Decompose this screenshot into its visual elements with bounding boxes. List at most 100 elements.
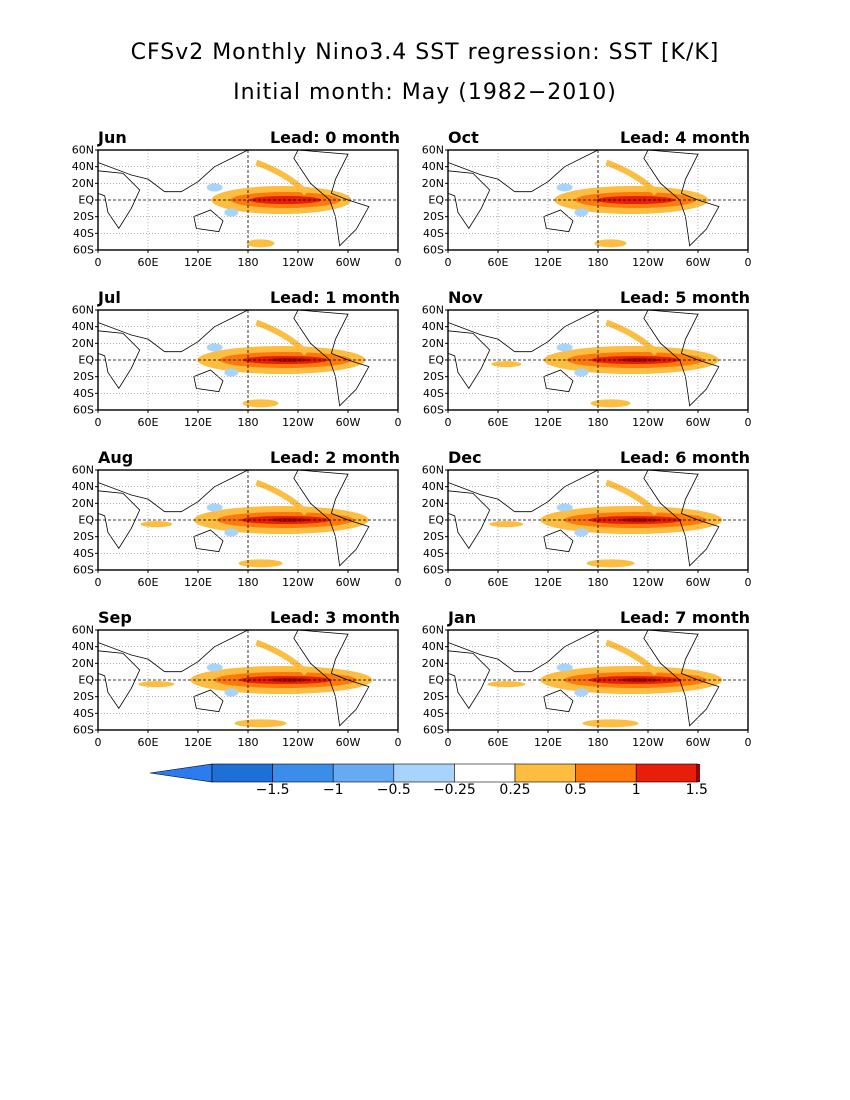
colorbar-tick-label: −0.5 [376, 782, 411, 798]
lat-tick-label: 40S [73, 227, 94, 240]
lon-tick-label: 0 [395, 576, 402, 589]
map-panel-jan: Jan Lead: 7 month 60N 40N 20N EQ 20S 40S 60S 0 60E… [422, 608, 768, 749]
lon-tick-label: 120W [632, 416, 664, 429]
lon-tick-label: 0 [445, 736, 452, 749]
colorbar-tick-label: 0.5 [564, 782, 587, 798]
lon-tick-label: 0 [745, 576, 752, 589]
colorbar-swatch [454, 763, 516, 783]
lon-tick-label: 0 [395, 736, 402, 749]
lon-tick-label: 120E [184, 416, 212, 429]
colorbar-low-arrow [150, 763, 213, 783]
colorbar-swatch [514, 763, 576, 783]
lon-tick-label: 60W [336, 256, 361, 269]
lat-tick-label: EQ [428, 674, 444, 687]
lat-tick-label: 20S [73, 690, 94, 703]
lat-tick-label: 40S [423, 707, 444, 720]
lat-tick-label: 40S [73, 707, 94, 720]
lat-tick-label: 40N [72, 160, 94, 173]
lon-tick-label: 120W [632, 256, 664, 269]
colorbar-swatch [211, 763, 273, 783]
chart-title-line-1: CFSv2 Monthly Nino3.4 SST regression: SS… [130, 40, 720, 65]
lat-tick-label: 20S [423, 690, 444, 703]
panel-lead-label: Lead: 3 month [269, 608, 400, 627]
lon-tick-label: 120E [534, 576, 562, 589]
lon-tick-label: 0 [395, 256, 402, 269]
panel-month-label: Jul [98, 288, 121, 307]
colorbar-tick-label: 1 [631, 782, 641, 798]
lon-tick-label: 120E [534, 256, 562, 269]
panel-month-label: Dec [448, 448, 482, 467]
lat-tick-label: 60N [422, 304, 444, 317]
map-panel-dec: Dec Lead: 6 month 60N 40N 20N EQ 20S 40S 60S 0 60E… [422, 448, 768, 589]
lon-tick-label: 60W [686, 576, 711, 589]
lat-tick-label: 60N [72, 304, 94, 317]
lat-tick-label: 60S [423, 244, 444, 257]
lon-tick-label: 0 [745, 736, 752, 749]
lon-tick-label: 0 [95, 736, 102, 749]
lat-tick-label: 20N [72, 657, 94, 670]
panel-month-label: Jan [448, 608, 477, 627]
lon-tick-label: 120E [184, 256, 212, 269]
lat-tick-label: 40N [422, 160, 444, 173]
lat-tick-label: 60N [72, 144, 94, 157]
lon-tick-label: 0 [395, 416, 402, 429]
lat-tick-label: 40S [73, 387, 94, 400]
lon-tick-label: 180 [588, 736, 609, 749]
colorbar-tick-label: −0.25 [432, 782, 476, 798]
colorbar-high-arrow [696, 763, 700, 783]
lat-tick-label: 20N [72, 177, 94, 190]
lat-tick-label: 60S [73, 244, 94, 257]
lon-tick-label: 180 [238, 416, 259, 429]
panel-month-label: Jun [98, 128, 127, 147]
lon-tick-label: 0 [95, 256, 102, 269]
panel-lead-label: Lead: 6 month [619, 448, 750, 467]
colorbar-tick-label: −1.5 [255, 782, 290, 798]
chart-title-line-2: Initial month: May (1982−2010) [233, 80, 617, 105]
lon-tick-label: 0 [445, 576, 452, 589]
lat-tick-label: EQ [78, 674, 94, 687]
map-panel-nov: Nov Lead: 5 month 60N 40N 20N EQ 20S 40S 60S 0 60E… [422, 288, 768, 429]
lon-tick-label: 120E [534, 416, 562, 429]
panel-month-label: Aug [98, 448, 134, 467]
lat-tick-label: EQ [428, 514, 444, 527]
lat-tick-label: 20N [422, 657, 444, 670]
lat-tick-label: 40N [72, 640, 94, 653]
lon-tick-label: 0 [95, 576, 102, 589]
lat-tick-label: 20N [422, 497, 444, 510]
map-panel-oct: Oct Lead: 4 month 60N 40N 20N EQ 20S 40S 60S 0 60E… [422, 128, 768, 269]
lat-tick-label: 40N [422, 320, 444, 333]
panel-month-label: Nov [448, 288, 483, 307]
lon-tick-label: 60W [336, 736, 361, 749]
colorbar [150, 763, 700, 783]
lon-tick-label: 120E [184, 576, 212, 589]
lat-tick-label: 20S [73, 370, 94, 383]
panel-lead-label: Lead: 4 month [619, 128, 750, 147]
lat-tick-label: EQ [428, 194, 444, 207]
lon-tick-label: 0 [95, 416, 102, 429]
lon-tick-label: 180 [238, 256, 259, 269]
lat-tick-label: EQ [78, 194, 94, 207]
panel-lead-label: Lead: 0 month [269, 128, 400, 147]
lat-tick-label: 20S [73, 530, 94, 543]
lat-tick-label: 20S [423, 210, 444, 223]
colorbar-tick-label: 1.5 [685, 782, 708, 798]
lon-tick-label: 120W [632, 576, 664, 589]
lat-tick-label: 20N [422, 177, 444, 190]
colorbar-tick-label: 0.25 [499, 782, 531, 798]
panel-lead-label: Lead: 1 month [269, 288, 400, 307]
lat-tick-label: 60S [423, 564, 444, 577]
lon-tick-label: 60E [488, 736, 509, 749]
lon-tick-label: 60E [488, 256, 509, 269]
lon-tick-label: 60W [686, 256, 711, 269]
map-panel-jul: Jul Lead: 1 month 60N 40N 20N EQ 20S 40S 60S 0 60E… [72, 288, 418, 429]
lat-tick-label: 60N [422, 464, 444, 477]
lat-tick-label: 40N [72, 320, 94, 333]
lon-tick-label: 120W [282, 256, 314, 269]
lat-tick-label: EQ [78, 354, 94, 367]
lat-tick-label: 60S [73, 404, 94, 417]
lat-tick-label: EQ [428, 354, 444, 367]
panel-lead-label: Lead: 7 month [619, 608, 750, 627]
